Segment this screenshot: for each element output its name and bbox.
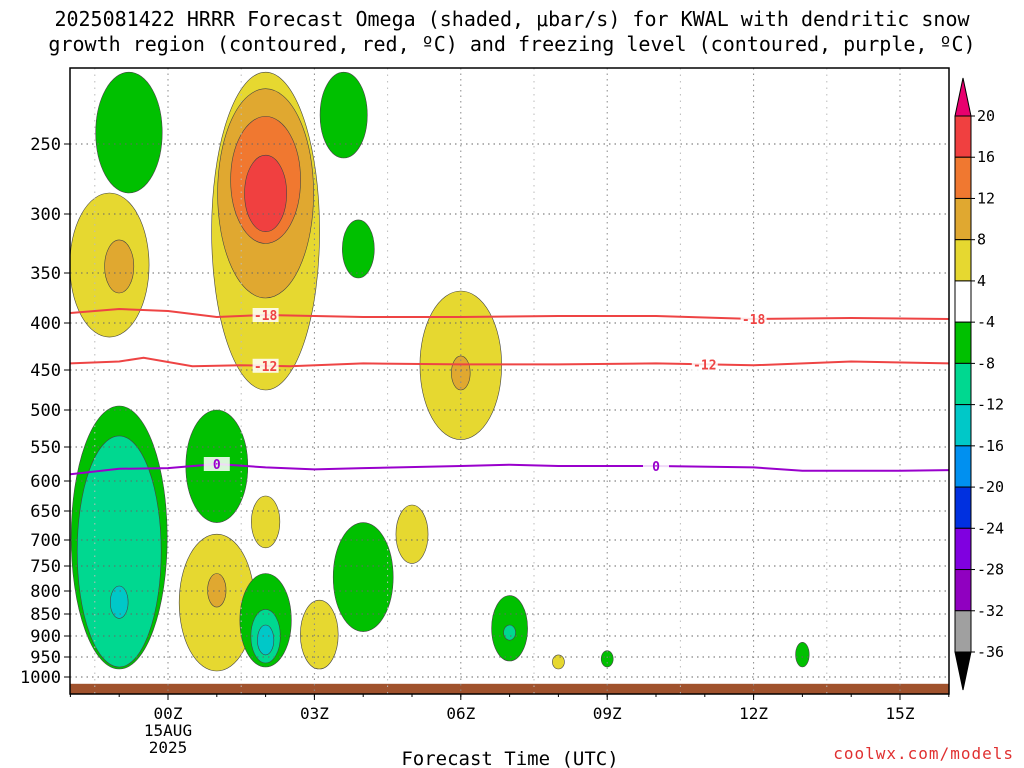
x-tick-sublabel-date: 15AUG <box>144 721 192 740</box>
y-tick-label: 500 <box>30 401 61 421</box>
colorbar-label: -4 <box>977 313 995 331</box>
omega-region <box>257 624 275 656</box>
contour-label-bg <box>203 457 230 471</box>
y-tick-label: 400 <box>30 314 61 334</box>
contour-label: 0 <box>652 460 660 475</box>
y-tick-label: 850 <box>30 605 61 625</box>
colorbar-label: 4 <box>977 272 986 290</box>
omega-region <box>207 573 227 608</box>
contour-label: -12 <box>693 358 716 373</box>
contour-label: -18 <box>254 309 278 324</box>
chart-title-line-2: growth region (contoured, red, ºC) and f… <box>48 32 976 56</box>
omega-region <box>795 642 810 668</box>
contour-label: 0 <box>213 458 221 473</box>
colorbar-label: -16 <box>977 437 1004 455</box>
omega-region <box>95 71 163 194</box>
y-tick-label: 350 <box>30 264 61 284</box>
colorbar-cell <box>954 115 972 158</box>
y-tick-label: 900 <box>30 627 61 647</box>
colorbar-cell <box>954 321 972 364</box>
colorbar-label: -24 <box>977 519 1004 537</box>
colorbar-label: 20 <box>977 107 995 125</box>
contour-label-bg <box>691 357 718 372</box>
y-tick-label: 1000 <box>20 668 61 688</box>
contour-label-bg <box>740 312 767 326</box>
y-tick-label: 750 <box>30 557 61 577</box>
omega-shading <box>70 71 810 672</box>
contour-line <box>70 462 949 476</box>
contour-label: -18 <box>742 313 766 328</box>
colorbar-bottom-triangle <box>954 651 972 691</box>
x-tick-label: 12Z <box>739 704 768 723</box>
colorbar-cell <box>954 486 972 529</box>
x-tick-label: 03Z <box>300 704 329 723</box>
colorbar-label: -36 <box>977 643 1004 661</box>
contour-line <box>70 356 949 368</box>
colorbar-cell <box>954 569 972 612</box>
grid-lines <box>70 68 949 694</box>
contour-label-bg <box>643 459 669 474</box>
omega-region <box>451 355 471 391</box>
terrain-fill <box>70 683 949 694</box>
colorbar-cell <box>954 445 972 488</box>
omega-region <box>251 495 281 549</box>
x-tick-sublabel-year: 2025 <box>149 738 188 757</box>
omega-region <box>104 239 135 294</box>
colorbar-label: 12 <box>977 189 995 207</box>
colorbar-label: -32 <box>977 602 1004 620</box>
colorbar-label: -8 <box>977 354 995 372</box>
x-tick-label: 06Z <box>446 704 475 723</box>
colorbar-label: -12 <box>977 396 1004 414</box>
y-tick-label: 550 <box>30 438 61 458</box>
colorbar-cell <box>954 527 972 571</box>
omega-region <box>552 654 565 670</box>
colorbar-label: -28 <box>977 561 1004 579</box>
y-tick-label: 650 <box>30 502 61 522</box>
omega-region <box>319 71 368 159</box>
omega-region <box>395 504 429 564</box>
terrain-bar <box>70 683 949 694</box>
y-tick-label: 700 <box>30 531 61 551</box>
y-tick-label: 950 <box>30 648 61 668</box>
contour-label: -12 <box>254 360 277 375</box>
y-tick-label: 250 <box>30 135 61 155</box>
omega-region <box>503 624 516 641</box>
colorbar-cell <box>954 197 972 241</box>
colorbar-cell <box>954 610 972 653</box>
omega-region <box>244 154 287 232</box>
chart-title-line-1: 2025081422 HRRR Forecast Omega (shaded, … <box>54 7 970 31</box>
x-axis-label: Forecast Time (UTC) <box>401 748 618 768</box>
colorbar-cell <box>954 156 972 199</box>
omega-region <box>300 599 339 670</box>
colorbar-label: -20 <box>977 478 1004 496</box>
colorbar-cell <box>954 362 972 406</box>
omega-region <box>76 435 162 668</box>
y-tick-label: 300 <box>30 205 61 225</box>
y-axis: 2503003504004505005506006507007508008509… <box>20 135 70 688</box>
x-tick-label: 00Z <box>154 704 183 723</box>
y-tick-label: 800 <box>30 582 61 602</box>
contour-line <box>70 307 949 321</box>
omega-region <box>342 219 375 279</box>
colorbar-cell <box>954 280 972 323</box>
temperature-contours: -18 -18 -12 -12 0 0 <box>70 307 949 476</box>
colorbar-label: 8 <box>977 231 986 249</box>
colorbar-label: 16 <box>977 148 995 166</box>
x-tick-label: 15Z <box>886 704 915 723</box>
y-tick-label: 450 <box>30 361 61 381</box>
omega-region <box>600 650 614 668</box>
omega-region <box>332 522 394 632</box>
y-tick-label: 600 <box>30 472 61 492</box>
colorbar-cell <box>954 404 972 447</box>
contour-label-bg <box>252 308 279 322</box>
colorbar: 20 16 12 8 4 -4 -8 -12 -16 -20 -24 -28 -32 -36 <box>954 77 1004 691</box>
credit-text: coolwx.com/models <box>833 744 1014 763</box>
x-tick-label: 09Z <box>593 704 622 723</box>
colorbar-top-triangle <box>954 77 972 117</box>
omega-region <box>109 585 129 619</box>
contour-label-bg <box>252 358 279 373</box>
colorbar-cell <box>954 239 972 282</box>
